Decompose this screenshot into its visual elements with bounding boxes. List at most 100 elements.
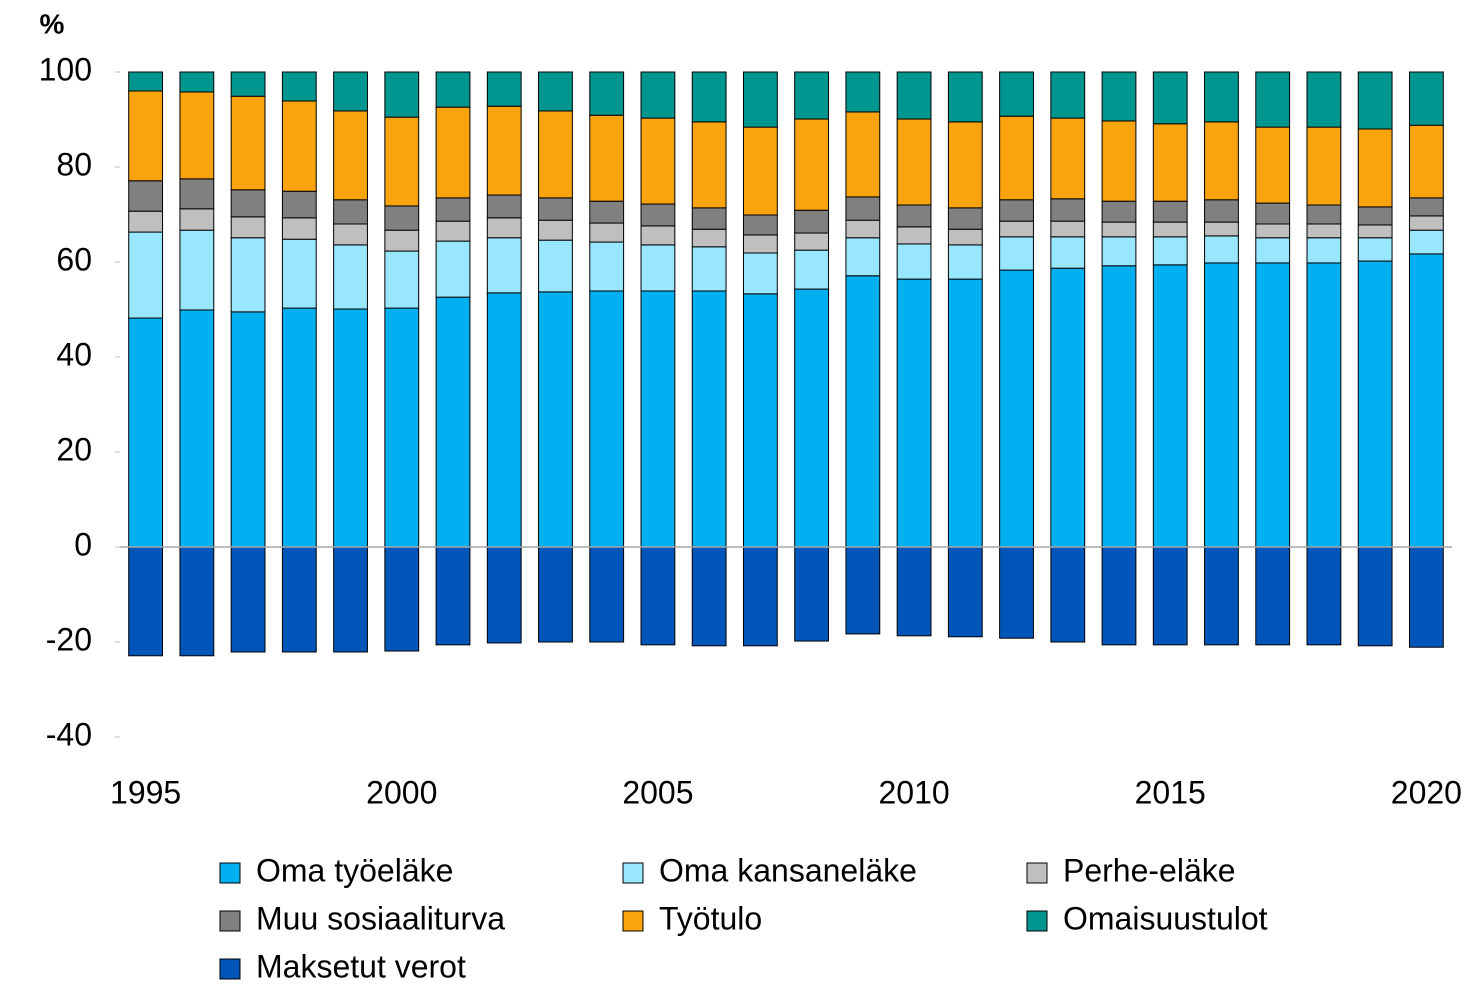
bar <box>1204 235 1239 264</box>
bar <box>1408 197 1444 217</box>
legend-label: Oma työeläke <box>256 852 453 888</box>
bar <box>742 293 778 548</box>
bar <box>1306 204 1342 225</box>
legend-label: Perhe-eläke <box>1063 852 1236 888</box>
bar <box>538 71 573 112</box>
bar <box>1408 124 1444 199</box>
bar <box>435 546 471 646</box>
bar <box>1101 236 1137 267</box>
bar <box>384 250 420 309</box>
bar <box>742 214 778 236</box>
bar <box>333 308 368 548</box>
bar <box>896 546 932 637</box>
bar <box>794 249 830 290</box>
bar <box>691 546 727 647</box>
bar <box>435 220 471 242</box>
bar <box>999 546 1034 639</box>
bar <box>333 71 368 112</box>
legend-label: Omaisuustulot <box>1063 900 1268 936</box>
legend-swatch <box>219 910 241 932</box>
y-axis-label: % <box>40 8 65 39</box>
bar <box>179 91 215 180</box>
bar <box>128 90 164 182</box>
bar <box>742 252 778 295</box>
bar <box>1152 221 1188 238</box>
bar <box>384 229 420 252</box>
bar <box>230 546 266 653</box>
bar <box>691 71 727 123</box>
bar <box>947 244 983 280</box>
bar <box>845 546 881 635</box>
bar <box>742 546 778 647</box>
bar <box>947 228 983 246</box>
bar <box>538 110 573 199</box>
bar <box>538 546 573 643</box>
bar <box>128 546 164 657</box>
bar <box>845 71 881 113</box>
bar <box>128 180 164 212</box>
bar <box>999 115 1034 201</box>
bar <box>281 217 317 240</box>
bar <box>333 199 368 225</box>
x-tick-label: 2010 <box>878 774 949 810</box>
bar <box>947 546 983 638</box>
bar <box>435 296 471 548</box>
bar <box>589 546 625 643</box>
bar <box>1306 546 1342 646</box>
y-tick-label: 100 <box>39 51 92 87</box>
legend-swatch <box>622 910 644 932</box>
bar <box>640 71 676 119</box>
bar <box>999 199 1034 222</box>
bar <box>179 309 215 548</box>
bar <box>1050 198 1086 222</box>
bar <box>230 216 266 239</box>
bar <box>947 207 983 230</box>
bar <box>1255 223 1291 239</box>
bar <box>435 197 471 222</box>
x-tick-label: 2005 <box>622 774 693 810</box>
bar <box>281 307 317 548</box>
bar <box>742 126 778 216</box>
bar <box>538 197 573 221</box>
bar <box>1101 71 1137 122</box>
bar <box>1204 262 1239 548</box>
bar <box>179 208 215 231</box>
bar <box>896 71 932 120</box>
bar <box>845 111 881 198</box>
bar <box>845 275 881 548</box>
bar <box>794 546 830 642</box>
y-tick-label: -40 <box>46 716 92 752</box>
y-tick-label: 80 <box>56 146 92 182</box>
bar <box>1255 237 1291 264</box>
bar <box>845 237 881 277</box>
bar <box>333 244 368 310</box>
bar <box>640 546 676 646</box>
bar <box>281 100 317 192</box>
bar <box>1306 223 1342 239</box>
bar <box>640 225 676 246</box>
bar <box>691 228 727 248</box>
bar <box>1408 253 1444 548</box>
legend-swatch <box>1026 862 1048 884</box>
bar <box>1152 546 1188 646</box>
bar <box>230 71 266 97</box>
legend-swatch <box>219 958 241 980</box>
bar <box>281 546 317 653</box>
y-tick-label: -20 <box>46 621 92 657</box>
bar <box>947 71 983 123</box>
legend-swatch <box>1026 910 1048 932</box>
legend-label: Maksetut verot <box>256 948 466 984</box>
bar <box>1101 265 1137 548</box>
y-tick-label: 60 <box>56 241 92 277</box>
bar <box>230 95 266 191</box>
bar <box>128 71 164 92</box>
bar <box>1101 200 1137 223</box>
legend-label: Oma kansaneläke <box>659 852 917 888</box>
bar <box>1357 206 1393 226</box>
bar <box>333 546 368 653</box>
bar <box>1408 215 1444 231</box>
bar <box>589 290 625 548</box>
bar <box>486 194 522 219</box>
bar <box>384 546 420 652</box>
bar <box>1204 546 1239 646</box>
